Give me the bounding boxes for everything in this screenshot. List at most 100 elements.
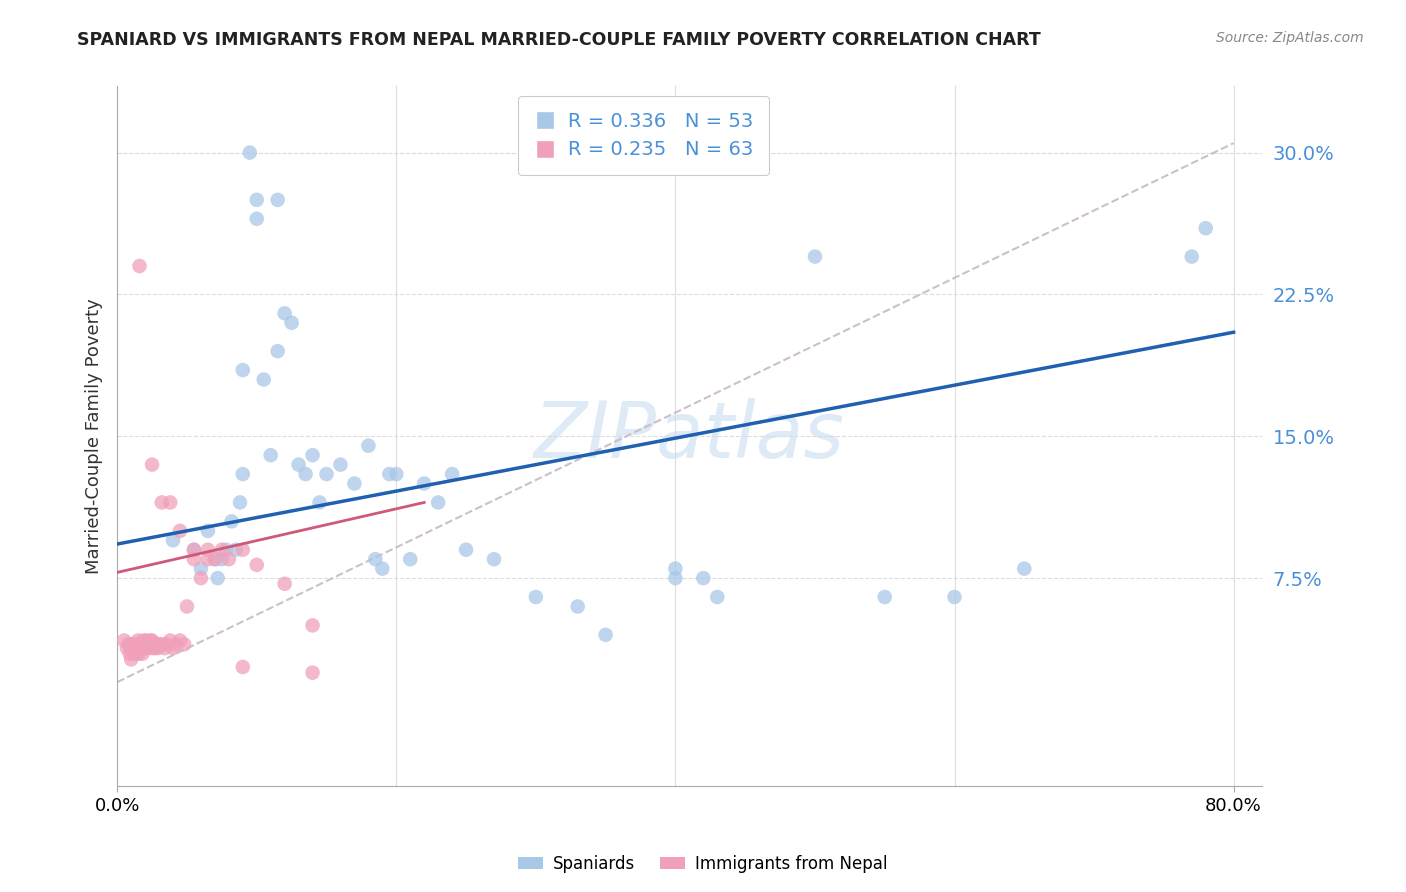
Point [136, 641, 159, 656]
Point [176, 599, 198, 614]
Point [1014, 561, 1036, 575]
Point [148, 637, 170, 651]
Point [127, 637, 149, 651]
Point [112, 633, 135, 648]
Point [165, 637, 187, 651]
Point [873, 590, 896, 604]
Point [204, 552, 226, 566]
Point [315, 467, 337, 481]
Point [183, 552, 205, 566]
Point [121, 637, 143, 651]
Point [183, 542, 205, 557]
Point [1181, 250, 1204, 264]
Point [122, 641, 145, 656]
Point [129, 641, 152, 656]
Point [124, 637, 146, 651]
Point [197, 542, 219, 557]
Text: ZIPatlas: ZIPatlas [534, 398, 845, 475]
Point [329, 458, 352, 472]
Point [204, 552, 226, 566]
Point [232, 660, 254, 674]
Point [138, 637, 160, 651]
Point [132, 633, 155, 648]
Point [120, 641, 142, 656]
Point [146, 641, 169, 656]
Point [343, 476, 366, 491]
Point [118, 647, 141, 661]
Point [441, 467, 464, 481]
Point [232, 363, 254, 377]
Point [145, 637, 167, 651]
Point [225, 542, 247, 557]
Point [135, 633, 157, 648]
Point [197, 552, 219, 566]
Text: Source: ZipAtlas.com: Source: ZipAtlas.com [1216, 31, 1364, 45]
Point [117, 637, 139, 651]
Point [124, 647, 146, 661]
Point [128, 259, 150, 273]
Point [357, 439, 380, 453]
Point [134, 637, 156, 651]
Point [804, 250, 827, 264]
Point [308, 495, 330, 509]
Point [169, 633, 191, 648]
Point [273, 576, 295, 591]
Point [273, 306, 295, 320]
Point [239, 145, 262, 160]
Point [301, 448, 323, 462]
Point [454, 542, 477, 557]
Point [125, 641, 148, 656]
Point [128, 637, 150, 651]
Point [141, 641, 163, 656]
Point [232, 542, 254, 557]
Point [211, 552, 233, 566]
Point [232, 467, 254, 481]
Point [173, 637, 195, 651]
Point [159, 495, 181, 509]
Point [159, 633, 181, 648]
Point [260, 448, 283, 462]
Y-axis label: Married-Couple Family Poverty: Married-Couple Family Poverty [86, 299, 103, 574]
Point [190, 561, 212, 575]
Point [127, 647, 149, 661]
Point [229, 495, 252, 509]
Point [162, 641, 184, 656]
Point [211, 542, 233, 557]
Point [169, 524, 191, 538]
Point [692, 571, 714, 585]
Point [190, 571, 212, 585]
Point [143, 641, 166, 656]
Point [943, 590, 966, 604]
Point [153, 641, 176, 656]
Point [664, 571, 686, 585]
Point [150, 637, 173, 651]
Point [131, 647, 153, 661]
Point [399, 552, 422, 566]
Point [253, 372, 276, 386]
Point [218, 552, 240, 566]
Point [150, 495, 173, 509]
Point [141, 633, 163, 648]
Point [128, 641, 150, 656]
Point [142, 637, 165, 651]
Point [706, 590, 728, 604]
Point [371, 561, 394, 575]
Point [246, 211, 269, 226]
Point [364, 552, 387, 566]
Point [413, 476, 436, 491]
Point [162, 533, 184, 548]
Point [197, 524, 219, 538]
Point [301, 665, 323, 680]
Point [524, 590, 547, 604]
Point [378, 467, 401, 481]
Point [595, 628, 617, 642]
Point [294, 467, 316, 481]
Point [1195, 221, 1218, 235]
Point [266, 344, 288, 359]
Point [266, 193, 288, 207]
Point [139, 633, 162, 648]
Point [120, 652, 142, 666]
Point [115, 641, 138, 656]
Point [127, 633, 149, 648]
Point [664, 561, 686, 575]
